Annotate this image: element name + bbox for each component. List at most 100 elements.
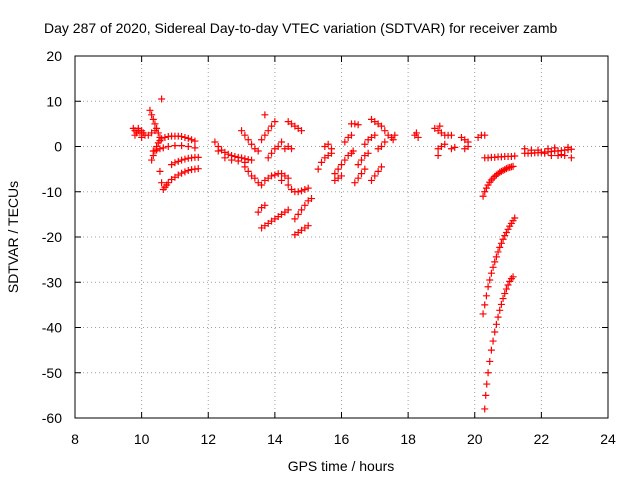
data-point [464,143,472,150]
data-point [567,154,575,162]
y-tick-label: 10 [46,93,62,109]
y-tick-label: 20 [46,48,62,64]
x-tick-label: 18 [400,431,416,447]
data-point [481,301,489,309]
x-tick-label: 8 [71,431,79,447]
data-point [494,248,502,256]
data-point [268,149,276,157]
data-point [181,133,189,141]
data-point [441,140,449,148]
data-point [248,156,256,164]
chart-title: Day 287 of 2020, Sidereal Day-to-day VTE… [44,20,557,36]
data-point [274,143,282,150]
data-point [304,222,312,230]
x-tick-label: 12 [200,431,216,447]
data-point [554,152,562,160]
data-point [148,156,156,164]
data-point [238,154,246,162]
data-point [547,152,555,160]
data-point [334,165,342,173]
data-point [268,172,276,180]
data-point [146,106,154,114]
y-tick-label: -10 [42,184,62,200]
data-point [351,120,359,128]
data-point [447,131,455,139]
data-point [491,328,499,336]
data-point [156,145,164,153]
data-point [354,161,362,169]
data-point [496,306,504,314]
data-point [374,167,382,175]
data-point [489,174,497,182]
data-point [544,145,552,153]
data-point [391,131,399,139]
data-point [284,174,292,182]
data-point [504,225,512,233]
data-point [151,120,159,128]
data-point [347,131,355,139]
data-point [254,208,262,216]
data-point [134,124,142,132]
data-point [298,187,306,195]
data-point [178,142,186,150]
data-points [129,95,575,413]
data-point [288,145,296,153]
data-point [487,346,495,354]
y-tick-label: -20 [42,229,62,245]
data-point [158,135,166,143]
data-point [377,163,385,171]
data-point [414,133,422,141]
data-point [261,201,269,209]
data-point [367,176,375,184]
data-point [497,239,505,247]
data-point [492,253,500,261]
data-point [479,310,487,318]
data-point [447,145,455,153]
data-point [298,206,306,214]
y-tick-label: -40 [42,320,62,336]
data-point [364,149,372,157]
data-point [521,145,529,153]
data-point [291,215,299,223]
data-point [149,147,157,155]
data-point [224,150,232,158]
data-point [361,140,369,148]
data-point [492,320,500,328]
data-point [564,143,572,151]
data-point [377,122,385,130]
data-point [496,243,504,251]
data-point [178,156,186,164]
data-point [181,168,189,176]
data-point [174,157,182,165]
data-point [381,138,389,146]
data-point [481,131,489,139]
data-point [354,174,362,182]
data-point [389,136,397,144]
data-point [483,380,491,388]
data-point [534,146,542,154]
data-point [331,170,339,178]
data-point [241,131,249,139]
data-point [234,157,242,165]
data-point [294,188,302,196]
data-point [509,273,517,281]
data-point [254,147,262,155]
data-point [131,131,139,139]
data-point [484,369,492,377]
data-point [361,165,369,173]
data-point [164,179,172,187]
data-point [489,263,497,271]
data-point [486,276,494,284]
data-point [511,214,519,222]
x-tick-label: 22 [534,431,550,447]
y-tick-labels: -60 -50 -40 -30 -20 -10 0 10 20 [42,48,62,426]
data-point [159,144,167,152]
data-point [278,176,286,184]
data-point [238,127,246,135]
data-point [338,172,345,180]
data-point [241,163,249,171]
data-point [271,171,279,179]
y-axis-label: SDTVAR / TECUs [5,181,21,293]
data-point [499,295,507,303]
data-point [164,143,172,150]
